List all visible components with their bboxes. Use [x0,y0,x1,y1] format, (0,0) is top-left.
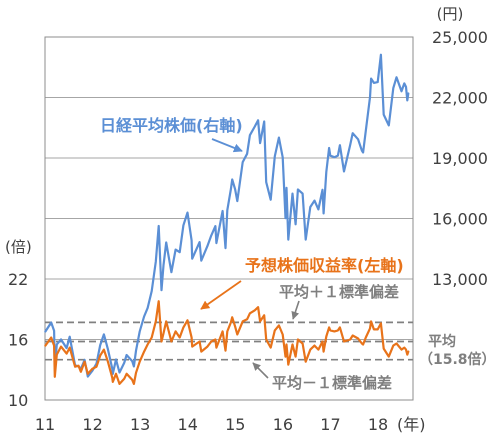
y-right-tick-label: 22,000 [432,89,488,108]
x-tick-label: 13 [130,415,150,434]
y-left-unit: (倍) [5,238,32,256]
x-tick-label: 17 [320,415,340,434]
mean-plus-1sd-arrow [291,300,300,320]
mean-plus-1sd-label: 平均＋１標準偏差 [279,283,399,301]
mean-label: 平均 [428,333,456,350]
y-right-tick-label: 13,000 [432,270,488,289]
tick-labels: 13,000 16,000 19,000 22,000 25,000 10 16 22 11 12… [8,28,488,434]
x-tick-label: 18 [368,415,388,434]
mean-minus-1sd-label: 平均－１標準偏差 [272,374,392,392]
x-tick-label: 12 [82,415,102,434]
y-left-tick-label: 16 [8,331,28,350]
nikkei-arrow [211,138,243,153]
x-unit: (年) [397,415,426,434]
mean-value-label: （15.8倍） [419,351,496,368]
x-tick-label: 16 [273,415,293,434]
forecast-per-line [44,300,410,385]
per-series-label: 予想株価収益率(左軸) [245,256,404,275]
x-tick-label: 11 [35,415,55,434]
per-arrow [200,280,242,310]
y-right-tick-label: 19,000 [432,149,488,168]
nikkei-series-label: 日経平均株価(右軸) [100,116,243,135]
x-tick-label: 15 [225,415,245,434]
mean-minus-1sd-arrow [252,362,269,379]
y-left-tick-label: 10 [8,391,28,410]
nikkei-line [44,53,410,378]
x-tick-label: 14 [178,415,198,434]
series-lines [44,53,410,385]
y-right-tick-label: 16,000 [432,210,488,229]
y-left-tick-label: 22 [8,270,28,289]
plot-frame [44,36,414,401]
y-right-tick-label: 25,000 [432,28,488,47]
y-right-unit: (円) [437,5,464,23]
